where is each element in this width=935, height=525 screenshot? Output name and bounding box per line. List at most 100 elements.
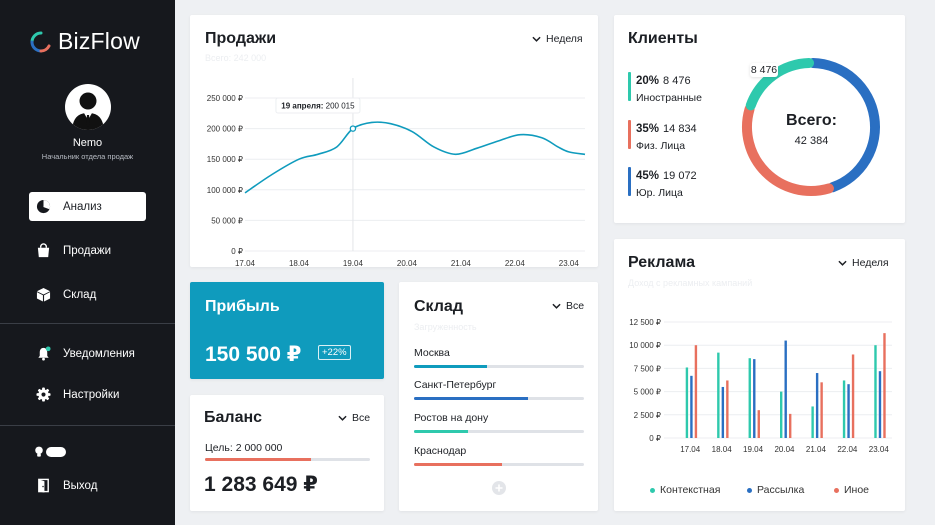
ads-y-tick: 12 500 ₽	[629, 318, 661, 327]
chevron-down-icon	[532, 36, 541, 42]
ads-bar[interactable]	[694, 345, 698, 438]
box-icon	[36, 287, 51, 302]
ads-card: Реклама Доход с рекламных кампаний Недел…	[614, 239, 905, 511]
nav-item-sales[interactable]: Продажи	[29, 236, 146, 265]
nav-item-notifications[interactable]: Уведомления	[29, 339, 146, 368]
sales-y-tick: 50 000 ₽	[211, 216, 243, 225]
sales-period-dropdown[interactable]: Неделя	[532, 33, 583, 45]
warehouse-name: Ростов на дону	[414, 412, 489, 424]
client-color-bar	[628, 120, 631, 149]
warehouse-name: Санкт-Петербург	[414, 379, 497, 391]
ads-bar[interactable]	[789, 413, 792, 438]
nav-label-settings: Настройки	[63, 388, 120, 401]
sales-y-tick: 100 000 ₽	[207, 186, 243, 195]
sales-line-chart: 250 000 ₽ 200 000 ₽ 150 000 ₽ 100 000 ₽ 50 0…	[207, 78, 586, 267]
legend-dot	[650, 487, 655, 493]
ads-bar[interactable]	[748, 358, 751, 438]
legend-label: Иное	[844, 484, 870, 496]
avatar[interactable]	[65, 84, 111, 130]
ads-bar[interactable]	[811, 406, 814, 438]
ads-bar[interactable]	[780, 391, 783, 438]
client-row-companies: 45% 19 072 Юр. Лица	[628, 166, 697, 199]
pie-chart-icon	[36, 199, 51, 214]
sidebar-divider	[0, 323, 175, 324]
balance-card: Баланс Все Цель: 2 000 000 1 283 649 ₽	[190, 395, 384, 511]
warehouse-fill	[414, 365, 488, 368]
chevron-down-icon	[838, 260, 847, 266]
ads-bar[interactable]	[874, 345, 877, 438]
sales-highlight-point[interactable]	[349, 125, 357, 132]
sales-x-tick: 18.04	[289, 259, 310, 267]
warehouse-filter-label: Все	[566, 300, 585, 312]
ads-bar[interactable]	[847, 384, 850, 438]
ads-period-label: Неделя	[852, 257, 889, 269]
add-warehouse-icon[interactable]	[492, 481, 506, 495]
warehouse-track	[414, 463, 584, 466]
ads-bar[interactable]	[685, 367, 689, 438]
client-pct: 35%	[636, 123, 660, 135]
ads-x-tick: 21.04	[806, 445, 827, 454]
nav-label-notifications: Уведомления	[63, 347, 135, 360]
ads-bar[interactable]	[690, 375, 693, 438]
nav-item-settings[interactable]: Настройки	[29, 380, 146, 409]
nav-item-analysis[interactable]: Анализ	[29, 192, 146, 221]
door-icon	[38, 478, 49, 493]
ads-subtitle: Доход с рекламных кампаний	[628, 278, 753, 288]
warehouse-filter-dropdown[interactable]: Все	[552, 300, 584, 312]
ads-bar[interactable]	[717, 352, 720, 438]
donut-slice-1[interactable]	[742, 104, 834, 196]
clients-card: Клиенты 20% 8 476 Иностранные 35% 14 834 Ф…	[614, 15, 905, 223]
sales-series-line	[244, 121, 586, 194]
sales-x-tick: 22.04	[505, 259, 526, 267]
ads-bar[interactable]	[753, 359, 756, 438]
warehouse-row: Москва	[414, 347, 584, 368]
legend-item-other: Иное	[834, 484, 869, 496]
logo[interactable]: BizFlow	[30, 28, 140, 55]
balance-filter-label: Все	[352, 412, 371, 424]
ads-bar[interactable]	[878, 371, 882, 438]
ads-bar[interactable]	[726, 380, 729, 438]
profit-title: Прибыль	[205, 298, 280, 315]
ads-bar[interactable]	[820, 382, 823, 438]
clients-donut-chart	[742, 58, 880, 196]
legend-item-mailing: Рассылка	[747, 484, 804, 496]
warehouse-fill	[414, 430, 469, 433]
sales-y-tick: 0 ₽	[231, 247, 243, 256]
ads-bar[interactable]	[784, 340, 787, 438]
chevron-down-icon	[552, 303, 561, 309]
theme-toggle[interactable]	[34, 446, 66, 458]
sales-title: Продажи	[205, 30, 277, 47]
balance-filter-dropdown[interactable]: Все	[338, 412, 370, 424]
donut-slice-2[interactable]	[807, 58, 880, 193]
ads-period-dropdown[interactable]: Неделя	[838, 257, 889, 269]
warehouse-card: Склад Загруженность Все Москва Санкт-Пет…	[399, 282, 598, 511]
ads-bar[interactable]	[721, 386, 725, 438]
ads-bar[interactable]	[883, 333, 886, 438]
nav-item-warehouse[interactable]: Склад	[29, 280, 146, 309]
sales-y-tick: 150 000 ₽	[207, 155, 243, 164]
client-row-individuals: 35% 14 834 Физ. Лица	[628, 119, 697, 152]
sales-card: Продажи Всего: 242 000 Неделя 250 000 ₽2…	[190, 15, 598, 267]
ads-y-tick: 2 500 ₽	[634, 411, 661, 420]
nav-label-analysis: Анализ	[63, 200, 102, 213]
ads-bar[interactable]	[815, 373, 819, 438]
clients-title: Клиенты	[628, 30, 698, 47]
ads-bar[interactable]	[851, 354, 855, 438]
chevron-down-icon	[338, 415, 347, 421]
ads-y-tick: 0 ₽	[649, 434, 661, 443]
nav-label-logout: Выход	[63, 479, 98, 492]
sales-x-tick: 21.04	[451, 259, 472, 267]
ads-bar[interactable]	[757, 410, 760, 438]
ads-bar[interactable]	[842, 380, 846, 438]
ads-x-tick: 18.04	[712, 445, 733, 454]
sales-tooltip-value: 200 015	[326, 102, 355, 111]
warehouse-name: Краснодар	[414, 445, 467, 457]
balance-progress-fill	[205, 458, 311, 461]
client-count: 8 476	[663, 75, 691, 87]
client-label: Юр. Лица	[636, 187, 683, 199]
client-pct: 20%	[636, 75, 660, 87]
client-label: Физ. Лица	[636, 140, 686, 152]
nav-item-logout[interactable]: Выход	[29, 471, 146, 500]
nav-label-sales: Продажи	[63, 244, 112, 257]
gear-icon	[36, 387, 51, 402]
